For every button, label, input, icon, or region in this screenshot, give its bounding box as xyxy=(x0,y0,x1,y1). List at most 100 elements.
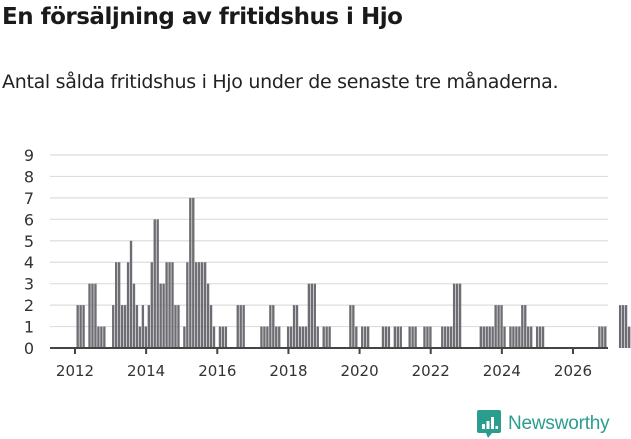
y-axis-ticks: 0 1 2 3 4 5 6 7 8 9 xyxy=(24,146,34,358)
bar xyxy=(195,262,198,348)
bar xyxy=(94,283,97,348)
bar xyxy=(452,283,456,348)
bar xyxy=(535,326,539,348)
bar xyxy=(541,326,545,348)
bar xyxy=(263,326,266,348)
bar xyxy=(117,262,121,348)
x-tick-label: 2016 xyxy=(198,362,236,380)
bar xyxy=(198,262,201,348)
bar xyxy=(521,305,524,348)
bar xyxy=(307,283,311,348)
bar xyxy=(212,326,216,348)
bar xyxy=(524,305,527,348)
bar xyxy=(120,305,124,348)
bar xyxy=(159,283,162,348)
bar xyxy=(500,305,503,348)
bar xyxy=(289,326,293,348)
bar xyxy=(115,262,118,348)
bar xyxy=(156,219,159,348)
x-tick-label: 2014 xyxy=(127,362,165,380)
bar xyxy=(598,326,601,348)
bar xyxy=(444,326,447,348)
bar xyxy=(455,283,459,348)
bar xyxy=(141,305,145,348)
bar xyxy=(621,305,625,348)
bar xyxy=(272,305,275,348)
bar xyxy=(221,326,225,348)
bar xyxy=(162,283,165,348)
bar xyxy=(530,326,533,348)
bar xyxy=(485,326,488,348)
bar xyxy=(494,305,497,348)
bar xyxy=(497,305,500,348)
chart-title: En försäljning av fritidshus i Hjo xyxy=(2,4,403,30)
bar xyxy=(174,305,177,348)
bar xyxy=(200,262,204,348)
bar xyxy=(352,305,355,348)
y-tick-label: 7 xyxy=(24,189,34,208)
bar xyxy=(129,240,133,348)
bar xyxy=(518,326,521,348)
bar xyxy=(325,326,328,348)
y-tick-label: 5 xyxy=(24,232,34,251)
bar xyxy=(192,197,195,348)
bar xyxy=(479,326,482,348)
bar xyxy=(242,305,245,348)
bar xyxy=(408,326,411,348)
newsworthy-bar-chart-icon xyxy=(477,410,501,438)
bar xyxy=(301,326,305,348)
bar xyxy=(186,262,189,348)
bar xyxy=(396,326,399,348)
y-tick-label: 3 xyxy=(24,275,34,294)
bar xyxy=(604,326,607,348)
bar xyxy=(266,326,269,348)
bar xyxy=(491,326,494,348)
bar xyxy=(189,197,192,348)
x-tick-label: 2024 xyxy=(483,362,521,380)
bar xyxy=(355,326,358,348)
bar xyxy=(177,305,180,348)
x-tick-label: 2018 xyxy=(269,362,307,380)
y-tick-label: 4 xyxy=(24,253,34,272)
bars xyxy=(76,197,631,348)
bar xyxy=(509,326,512,348)
bar xyxy=(298,326,302,348)
bar xyxy=(260,326,263,348)
newsworthy-logo: Newsworthy xyxy=(476,409,610,439)
bar xyxy=(618,305,622,348)
bar xyxy=(203,262,207,348)
bar xyxy=(91,283,94,348)
bar xyxy=(349,305,352,348)
bar xyxy=(361,326,364,348)
bar xyxy=(488,326,491,348)
bar xyxy=(399,326,402,348)
bar xyxy=(458,283,462,348)
bar xyxy=(206,283,210,348)
bar xyxy=(168,262,171,348)
bar xyxy=(126,262,130,348)
bar xyxy=(512,326,515,348)
bar xyxy=(310,283,314,348)
bar xyxy=(278,326,281,348)
bar xyxy=(123,305,127,348)
x-tick-label: 2020 xyxy=(340,362,378,380)
bar xyxy=(150,262,153,348)
bar xyxy=(503,326,506,348)
bar xyxy=(112,305,115,348)
bar xyxy=(384,326,388,348)
bar xyxy=(411,326,414,348)
bar xyxy=(322,326,325,348)
y-tick-label: 2 xyxy=(24,296,34,315)
bar xyxy=(183,326,186,348)
bar xyxy=(218,326,222,348)
bar xyxy=(426,326,429,348)
y-tick-label: 9 xyxy=(24,146,34,165)
bar xyxy=(224,326,228,348)
bar xyxy=(482,326,485,348)
bar xyxy=(423,326,426,348)
bar xyxy=(447,326,450,348)
bar xyxy=(165,262,168,348)
chart-subtitle: Antal sålda fritidshus i Hjo under de se… xyxy=(2,71,559,93)
bar xyxy=(88,283,91,348)
bar xyxy=(100,326,103,348)
